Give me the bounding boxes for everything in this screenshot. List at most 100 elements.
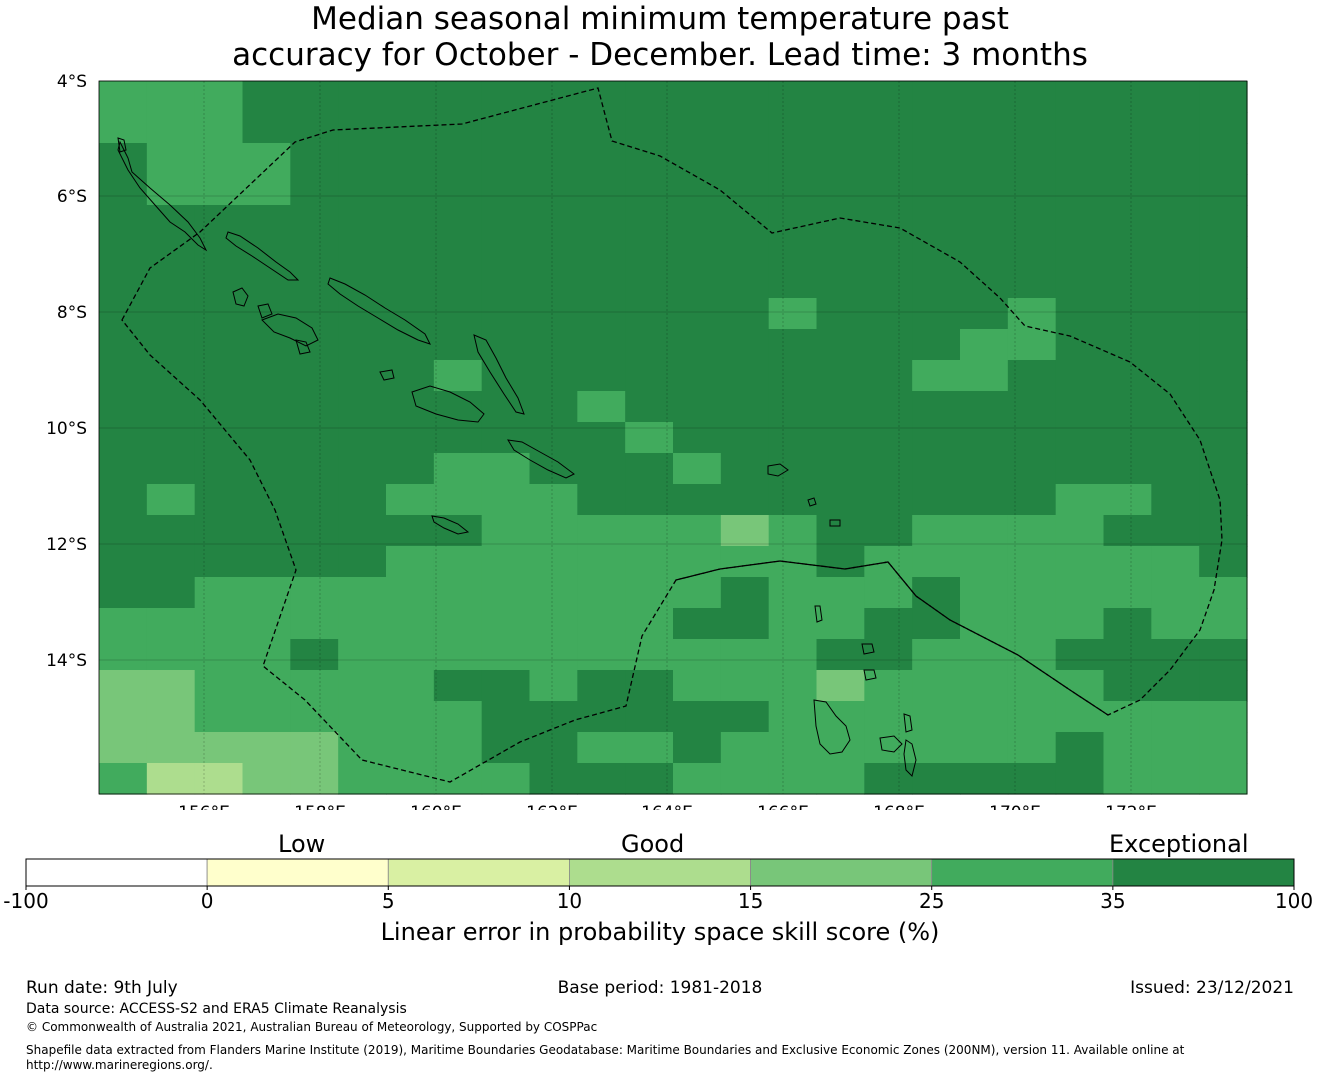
grid-cell: [577, 422, 626, 454]
grid-cell: [816, 515, 865, 547]
grid-cell: [625, 174, 674, 206]
grid-cell: [960, 267, 1009, 299]
grid-cell: [386, 608, 435, 640]
rennell-island: [431, 515, 470, 535]
grid-cell: [338, 422, 387, 454]
grid-cell: [433, 205, 483, 237]
grid-cell: [99, 484, 148, 516]
grid-cell: [433, 360, 483, 392]
grid-cell: [1007, 391, 1057, 423]
grid-cell: [720, 298, 770, 330]
grid-cell: [386, 453, 435, 485]
map-frame: [98, 80, 1248, 795]
grid-cell: [1151, 422, 1200, 454]
grid-cell: [768, 360, 818, 392]
grid-cell: [242, 391, 291, 423]
grid-cell: [386, 205, 435, 237]
espiritu-santo-island: [813, 699, 851, 755]
grid-cell: [433, 174, 483, 206]
grid-cell: [290, 670, 339, 702]
grid-cell: [386, 546, 435, 578]
coastlines: [117, 137, 917, 777]
grid-cell: [481, 360, 531, 392]
grid-cell: [625, 639, 674, 671]
longitude-label: 166°E: [757, 803, 809, 810]
grid-cell: [768, 670, 818, 702]
grid-cell: [912, 484, 961, 516]
grid-cell: [577, 608, 626, 640]
grid-cell: [1151, 112, 1200, 144]
longitude-label: 158°E: [294, 803, 346, 810]
map-title-line-1: Median seasonal minimum temperature past: [311, 1, 1009, 37]
grid-cell: [912, 391, 961, 423]
grid-cell: [1055, 484, 1105, 516]
grid-cell: [1151, 143, 1200, 175]
grid-cell: [1199, 515, 1248, 547]
grid-cell: [338, 205, 387, 237]
grid-cell: [768, 453, 818, 485]
grid-cell: [290, 732, 339, 764]
grid-cell: [720, 112, 770, 144]
grid-cell: [816, 112, 865, 144]
grid-cell: [1151, 174, 1200, 206]
grid-cell: [1055, 205, 1105, 237]
grid-cell: [864, 174, 913, 206]
grid-cell: [481, 515, 531, 547]
grid-cell: [625, 453, 674, 485]
grid-cell: [242, 329, 291, 361]
grid-cell: [1055, 391, 1105, 423]
grid-cell: [577, 391, 626, 423]
grid-cell: [194, 670, 244, 702]
grid-cell: [577, 670, 626, 702]
grid-cell: [1103, 81, 1152, 113]
grid-cell: [720, 391, 770, 423]
grid-cell: [1055, 267, 1105, 299]
grid-cell: [290, 515, 339, 547]
colorbar-tick-label: 15: [738, 889, 763, 913]
grid-cell: [960, 453, 1009, 485]
grid-cell: [1007, 422, 1057, 454]
grid-cell: [1055, 298, 1105, 330]
grid-cell: [481, 577, 531, 609]
grid-cell: [577, 360, 626, 392]
grid-cell: [1007, 205, 1057, 237]
grid-cell: [146, 608, 196, 640]
colorbar-tick-label: 10: [557, 889, 582, 913]
grid-cell: [529, 515, 578, 547]
grid-cell: [912, 143, 961, 175]
grid-cell: [673, 639, 722, 671]
grid-cell: [720, 174, 770, 206]
grid-cell: [242, 112, 291, 144]
grid-cell: [433, 763, 483, 795]
grid-cell: [481, 608, 531, 640]
grid-cell: [146, 484, 196, 516]
grid-cell: [960, 391, 1009, 423]
grid-cell: [1007, 732, 1057, 764]
santa-cruz-island: [767, 463, 789, 477]
grid-cell: [577, 515, 626, 547]
grid-cell: [864, 298, 913, 330]
grid-cell: [1103, 360, 1152, 392]
grid-cell: [816, 298, 865, 330]
grid-cell: [481, 267, 531, 299]
grid-cell: [625, 391, 674, 423]
colorbar-segment: [931, 858, 1114, 887]
grid-cell: [960, 360, 1009, 392]
grid-cell: [99, 608, 148, 640]
grid-cell: [338, 236, 387, 268]
longitude-label: 162°E: [526, 803, 578, 810]
grid-cell: [673, 577, 722, 609]
grid-cell: [864, 670, 913, 702]
grid-cell: [99, 360, 148, 392]
grid-cell: [912, 267, 961, 299]
grid-cell: [386, 391, 435, 423]
grid-cell: [864, 453, 913, 485]
grid-cell: [529, 205, 578, 237]
grid-cell: [242, 174, 291, 206]
grid-cell: [433, 236, 483, 268]
grid-cell: [1103, 267, 1152, 299]
grid-cell: [673, 267, 722, 299]
grid-cell: [1055, 577, 1105, 609]
grid-cell: [673, 422, 722, 454]
grid-cell: [481, 763, 531, 795]
